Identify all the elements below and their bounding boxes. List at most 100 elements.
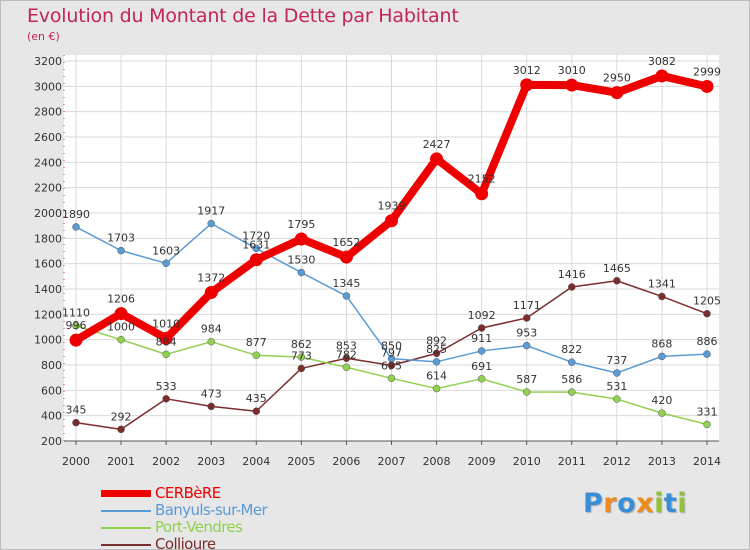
y-tick-label: 2600 — [34, 131, 62, 144]
logo-letter: i — [677, 488, 688, 519]
data-point — [252, 244, 261, 253]
data-point — [339, 250, 353, 264]
y-tick-label: 2000 — [34, 207, 62, 220]
data-point — [522, 314, 531, 322]
data-point — [69, 333, 83, 347]
legend-swatch-port-vendres — [101, 527, 151, 529]
y-tick-label: 1600 — [34, 258, 62, 271]
x-tick-label: 2010 — [513, 455, 541, 468]
legend-label-port-vendres: Port-Vendres — [155, 518, 243, 536]
logo-letter: o — [617, 488, 637, 519]
data-point — [342, 363, 351, 372]
data-point — [658, 352, 666, 361]
proxiti-logo: Proxiti — [583, 488, 687, 519]
data-label: 1000 — [107, 321, 135, 334]
data-point — [252, 407, 261, 415]
data-label: 292 — [111, 410, 132, 423]
y-tick-label: 600 — [41, 384, 62, 397]
x-tick-label: 2008 — [423, 455, 451, 468]
data-label: 695 — [381, 359, 402, 372]
y-tick-label: 3000 — [34, 80, 62, 93]
data-label: 984 — [201, 323, 222, 336]
y-tick-label: 800 — [41, 359, 62, 372]
data-label: 850 — [381, 340, 402, 353]
legend-swatch-banyuls — [101, 510, 151, 512]
data-label: 1345 — [332, 277, 360, 290]
data-point — [297, 268, 306, 277]
data-label: 345 — [66, 404, 87, 417]
data-point — [207, 219, 215, 228]
data-label: 1703 — [107, 232, 135, 245]
data-label: 1890 — [62, 208, 90, 221]
chart-title: Evolution du Montant de la Dette par Hab… — [27, 5, 459, 27]
data-point — [252, 351, 261, 359]
data-label: 1206 — [107, 293, 135, 306]
data-label: 1010 — [152, 317, 180, 330]
legend-label-cerbere: CERBèRE — [155, 484, 221, 502]
data-label: 773 — [291, 349, 312, 362]
y-tick-label: 1400 — [34, 283, 62, 296]
x-tick-label: 2006 — [332, 455, 360, 468]
data-label: 1631 — [242, 239, 270, 252]
data-label: 2427 — [423, 138, 451, 151]
data-point — [703, 350, 711, 358]
data-label: 822 — [561, 343, 582, 356]
data-label: 1939 — [378, 200, 406, 213]
data-point — [297, 364, 306, 373]
data-point — [342, 354, 351, 363]
legend-label-banyuls: Banyuls-sur-Mer — [155, 501, 268, 519]
data-point — [72, 223, 80, 231]
data-label: 3012 — [513, 64, 541, 77]
data-label: 2950 — [603, 72, 631, 85]
data-point — [700, 79, 714, 93]
data-point — [72, 321, 80, 330]
y-tick-label: 1800 — [34, 232, 62, 245]
data-label: 533 — [156, 380, 177, 393]
data-point — [613, 395, 621, 403]
data-label: 737 — [606, 354, 627, 367]
data-label: 331 — [697, 405, 718, 418]
data-point — [568, 283, 576, 291]
data-label: 862 — [291, 338, 312, 351]
data-label: 1092 — [468, 309, 496, 322]
data-label: 886 — [697, 335, 718, 348]
data-point — [658, 409, 666, 417]
x-tick-label: 2005 — [287, 455, 315, 468]
logo-letter: P — [583, 488, 604, 519]
data-label: 1110 — [62, 307, 90, 320]
data-label: 420 — [651, 394, 672, 407]
data-label: 1720 — [242, 229, 270, 242]
data-point — [477, 324, 486, 332]
logo-letter: i — [654, 488, 664, 519]
data-label: 1171 — [513, 299, 541, 312]
data-label: 1465 — [603, 262, 631, 275]
x-tick-label: 2013 — [648, 455, 676, 468]
x-tick-label: 2000 — [62, 455, 90, 468]
x-tick-label: 2007 — [378, 455, 406, 468]
data-label: 825 — [426, 343, 447, 356]
data-label: 691 — [471, 360, 492, 373]
data-label: 2999 — [693, 65, 721, 78]
y-tick-label: 2400 — [34, 156, 62, 169]
data-point — [568, 388, 576, 396]
data-point — [114, 307, 128, 321]
x-tick-label: 2012 — [603, 455, 631, 468]
data-point — [610, 86, 624, 100]
data-label: 782 — [336, 348, 357, 361]
data-label: 996 — [66, 319, 87, 332]
data-point — [72, 418, 80, 427]
x-tick-label: 2014 — [693, 455, 721, 468]
data-point — [565, 78, 579, 92]
data-label: 1603 — [152, 244, 180, 257]
data-point — [117, 335, 125, 344]
data-point — [477, 375, 486, 383]
data-point — [162, 395, 170, 403]
y-tick-label: 1200 — [34, 308, 62, 321]
data-label: 473 — [201, 387, 222, 400]
data-point — [162, 350, 170, 359]
data-label: 797 — [381, 346, 402, 359]
data-label: 868 — [651, 337, 672, 350]
logo-letter: r — [603, 488, 618, 519]
data-point — [432, 349, 441, 358]
data-point — [658, 292, 666, 301]
